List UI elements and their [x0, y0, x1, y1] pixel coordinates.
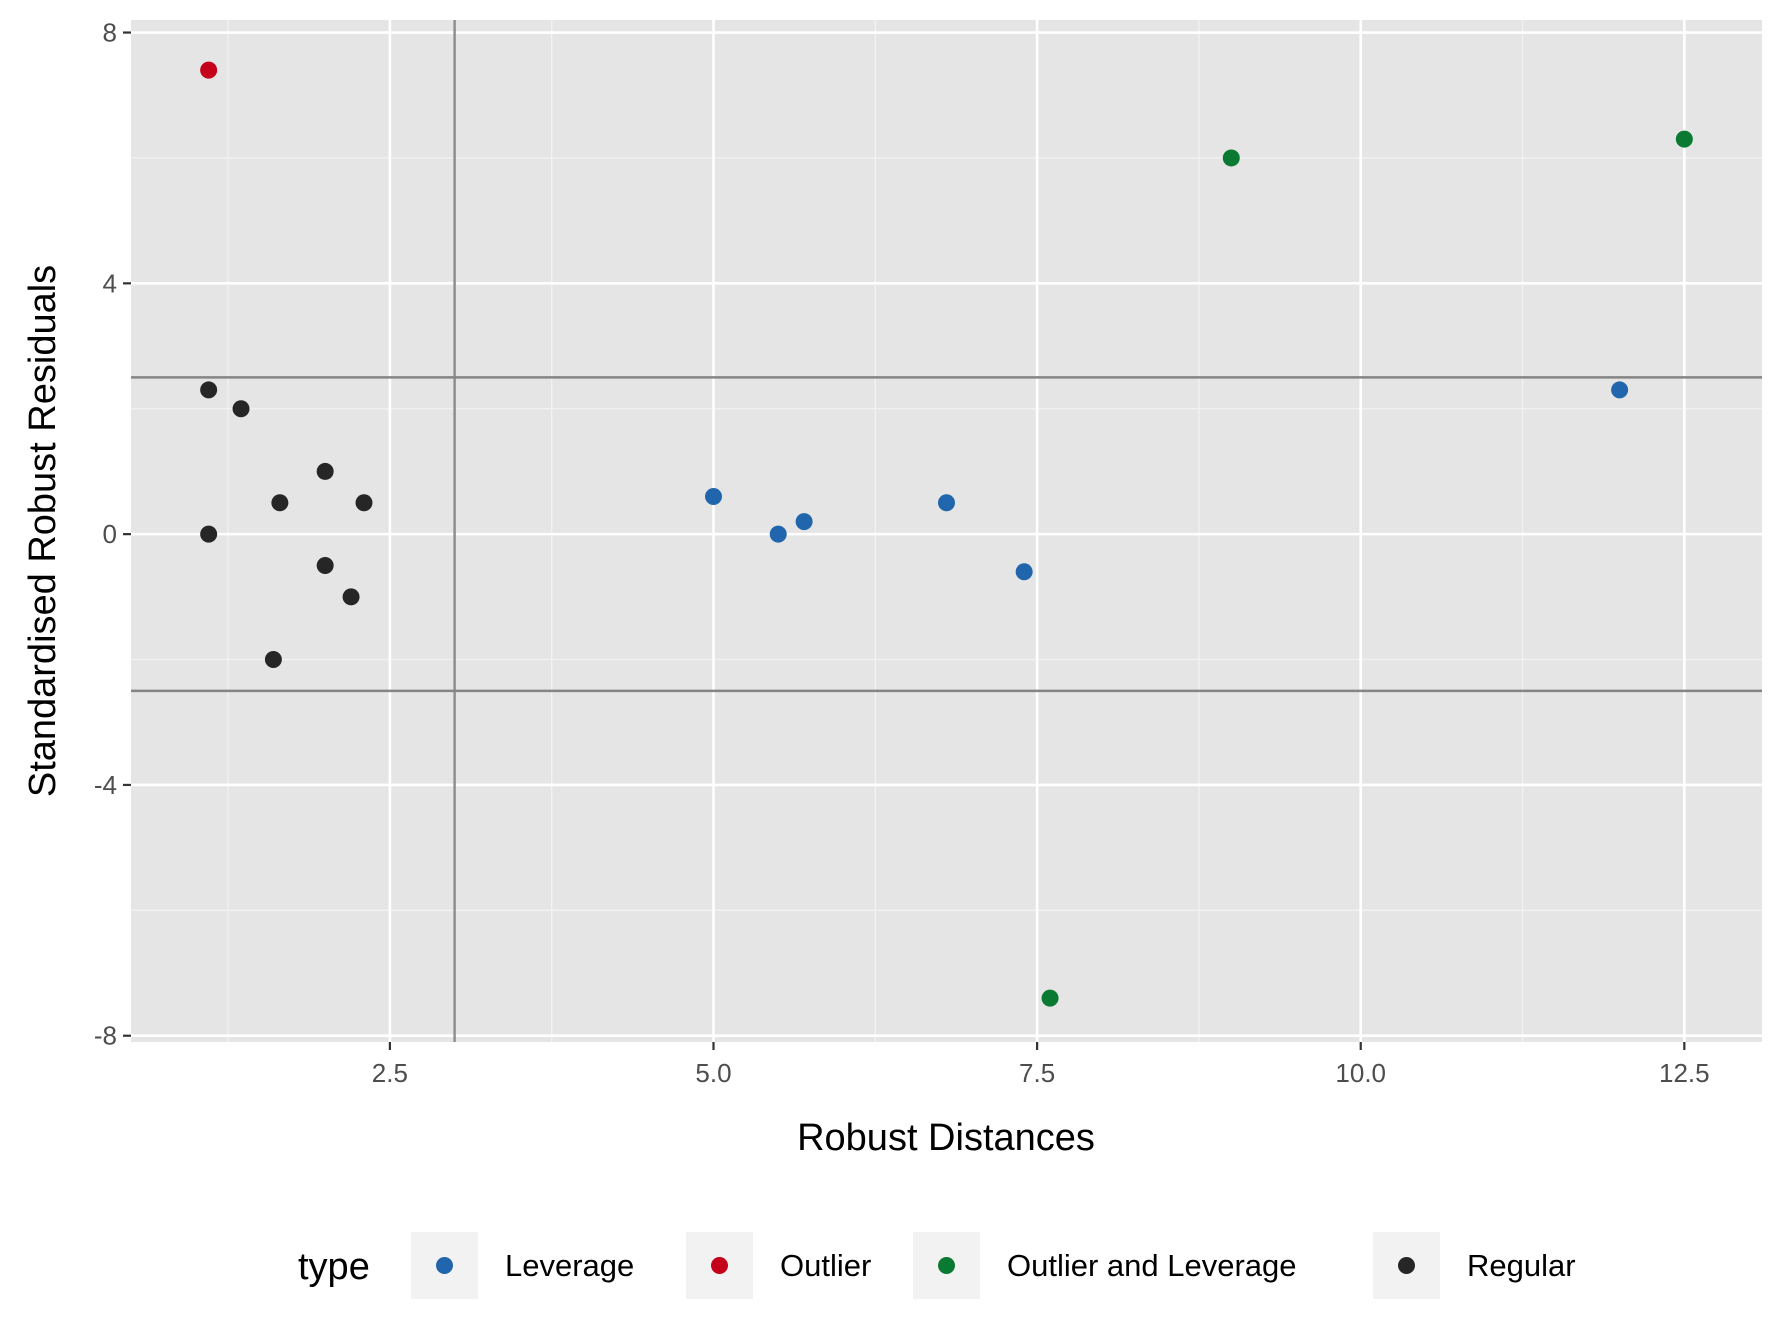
point-regular: [316, 556, 334, 574]
legend-label-leverage: Leverage: [505, 1248, 634, 1283]
legend-label-regular: Regular: [1467, 1248, 1576, 1283]
legend-dot-outlier: [711, 1257, 728, 1274]
legend-label-outlier: Outlier: [780, 1248, 871, 1283]
point-regular: [355, 494, 373, 512]
legend-label-outlier-and-leverage: Outlier and Leverage: [1007, 1248, 1297, 1283]
minor-grid: [131, 20, 1762, 1042]
y-tick-label: 8: [103, 18, 117, 48]
reference-lines: [131, 20, 1762, 1042]
point-leverage: [705, 488, 722, 506]
point-leverage: [769, 525, 787, 543]
y-tick-label: -8: [94, 1021, 117, 1051]
point-outlier-and-leverage: [1222, 149, 1240, 167]
legend-title: type: [298, 1246, 370, 1288]
point-regular: [232, 400, 250, 418]
y-axis: -8 -4 0 4 8: [94, 18, 131, 1051]
point-leverage: [1015, 563, 1033, 581]
point-leverage: [795, 513, 813, 531]
point-leverage: [1611, 381, 1629, 399]
data-points: [200, 61, 1693, 1007]
point-regular: [264, 651, 282, 669]
legend-dot-leverage: [436, 1257, 453, 1274]
point-outlier-and-leverage: [1041, 989, 1059, 1007]
y-tick-label: 4: [103, 268, 117, 298]
point-regular: [316, 462, 334, 480]
point-outlier-and-leverage: [1675, 130, 1693, 148]
x-tick-label: 2.5: [372, 1058, 408, 1088]
x-axis-title: Robust Distances: [797, 1117, 1095, 1159]
x-tick-label: 7.5: [1019, 1058, 1055, 1088]
y-axis-title: Standardised Robust Residuals: [22, 265, 64, 797]
point-regular: [342, 588, 360, 606]
legend: type Leverage Outlier Outlier and Leverage R…: [298, 1232, 1576, 1299]
panel-background: [131, 20, 1762, 1042]
y-tick-label: 0: [103, 519, 117, 549]
point-regular: [200, 525, 218, 543]
y-tick-label: -4: [94, 770, 117, 800]
point-outlier: [200, 61, 218, 79]
point-regular: [271, 494, 289, 512]
x-tick-label: 12.5: [1659, 1058, 1710, 1088]
x-tick-label: 10.0: [1335, 1058, 1386, 1088]
major-grid: [131, 20, 1762, 1042]
legend-dot-outlier-and-leverage: [938, 1257, 955, 1274]
point-leverage: [938, 494, 955, 512]
legend-dot-regular: [1398, 1257, 1415, 1274]
x-tick-label: 5.0: [695, 1058, 731, 1088]
x-axis: 2.5 5.0 7.5 10.0 12.5: [372, 1042, 1710, 1088]
point-regular: [200, 381, 218, 399]
